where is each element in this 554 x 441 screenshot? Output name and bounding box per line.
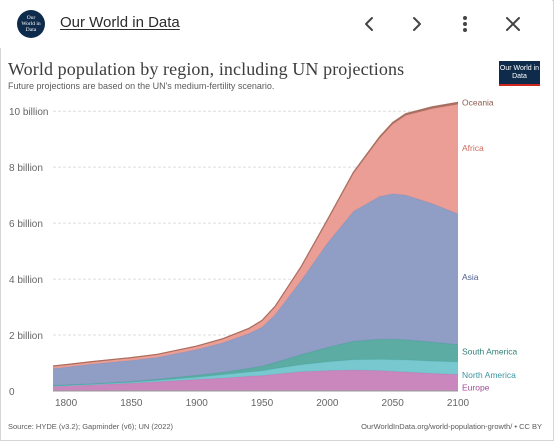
legend-label-europe: Europe <box>462 383 490 393</box>
edge-oceania <box>52 101 459 367</box>
legend-label-oceania: Oceania <box>462 97 494 107</box>
chart-title: World population by region, including UN… <box>8 59 405 79</box>
back-button[interactable] <box>355 10 383 38</box>
legend-label-north-america: North America <box>462 370 516 380</box>
legend-label-south-america: South America <box>462 347 518 357</box>
owid-logo-text: Our World in Data <box>499 64 540 80</box>
area-africa <box>53 104 458 369</box>
legend-label-asia: Asia <box>462 272 479 282</box>
x-tick-label: 2100 <box>447 398 470 409</box>
y-tick-label: 4 billion <box>9 275 43 286</box>
more-options-button[interactable] <box>451 10 479 38</box>
y-tick-label: 10 billion <box>9 107 48 118</box>
chevron-right-icon <box>413 17 421 31</box>
y-tick-label: 8 billion <box>9 163 43 174</box>
forward-button[interactable] <box>403 10 431 38</box>
y-tick-label: 2 billion <box>9 331 43 342</box>
chevron-left-icon <box>365 17 373 31</box>
owid-logo: Our World in Data <box>499 61 540 86</box>
chart-subtitle: Future projections are based on the UN's… <box>8 81 275 91</box>
site-favicon: Our World in Data <box>17 10 45 38</box>
x-tick-label: 2000 <box>316 398 339 409</box>
top-bar: Our World in Data Our World in Data <box>0 0 552 48</box>
area-europe <box>53 370 458 391</box>
y-tick-label: 6 billion <box>9 219 43 230</box>
x-tick-label: 1850 <box>120 398 143 409</box>
source-link[interactable]: OurWorldInData.org/world-population-grow… <box>361 422 542 431</box>
x-tick-label: 1950 <box>251 398 274 409</box>
legend-label-africa: Africa <box>462 143 484 153</box>
source-note: Source: HYDE (v3.2); Gapminder (v6); UN … <box>8 422 174 431</box>
x-tick-label: 1900 <box>186 398 209 409</box>
x-tick-label: 2050 <box>382 398 405 409</box>
site-title-link[interactable]: Our World in Data <box>60 14 180 31</box>
close-button[interactable] <box>499 10 527 38</box>
area-north-america <box>53 359 458 387</box>
favicon-text: Our World in Data <box>21 15 41 33</box>
close-icon <box>506 17 520 31</box>
area-asia <box>53 193 458 386</box>
x-tick-label: 1800 <box>55 398 78 409</box>
y-tick-label: 0 <box>9 387 15 398</box>
area-south-america <box>53 339 458 386</box>
more-vertical-icon <box>463 16 467 32</box>
